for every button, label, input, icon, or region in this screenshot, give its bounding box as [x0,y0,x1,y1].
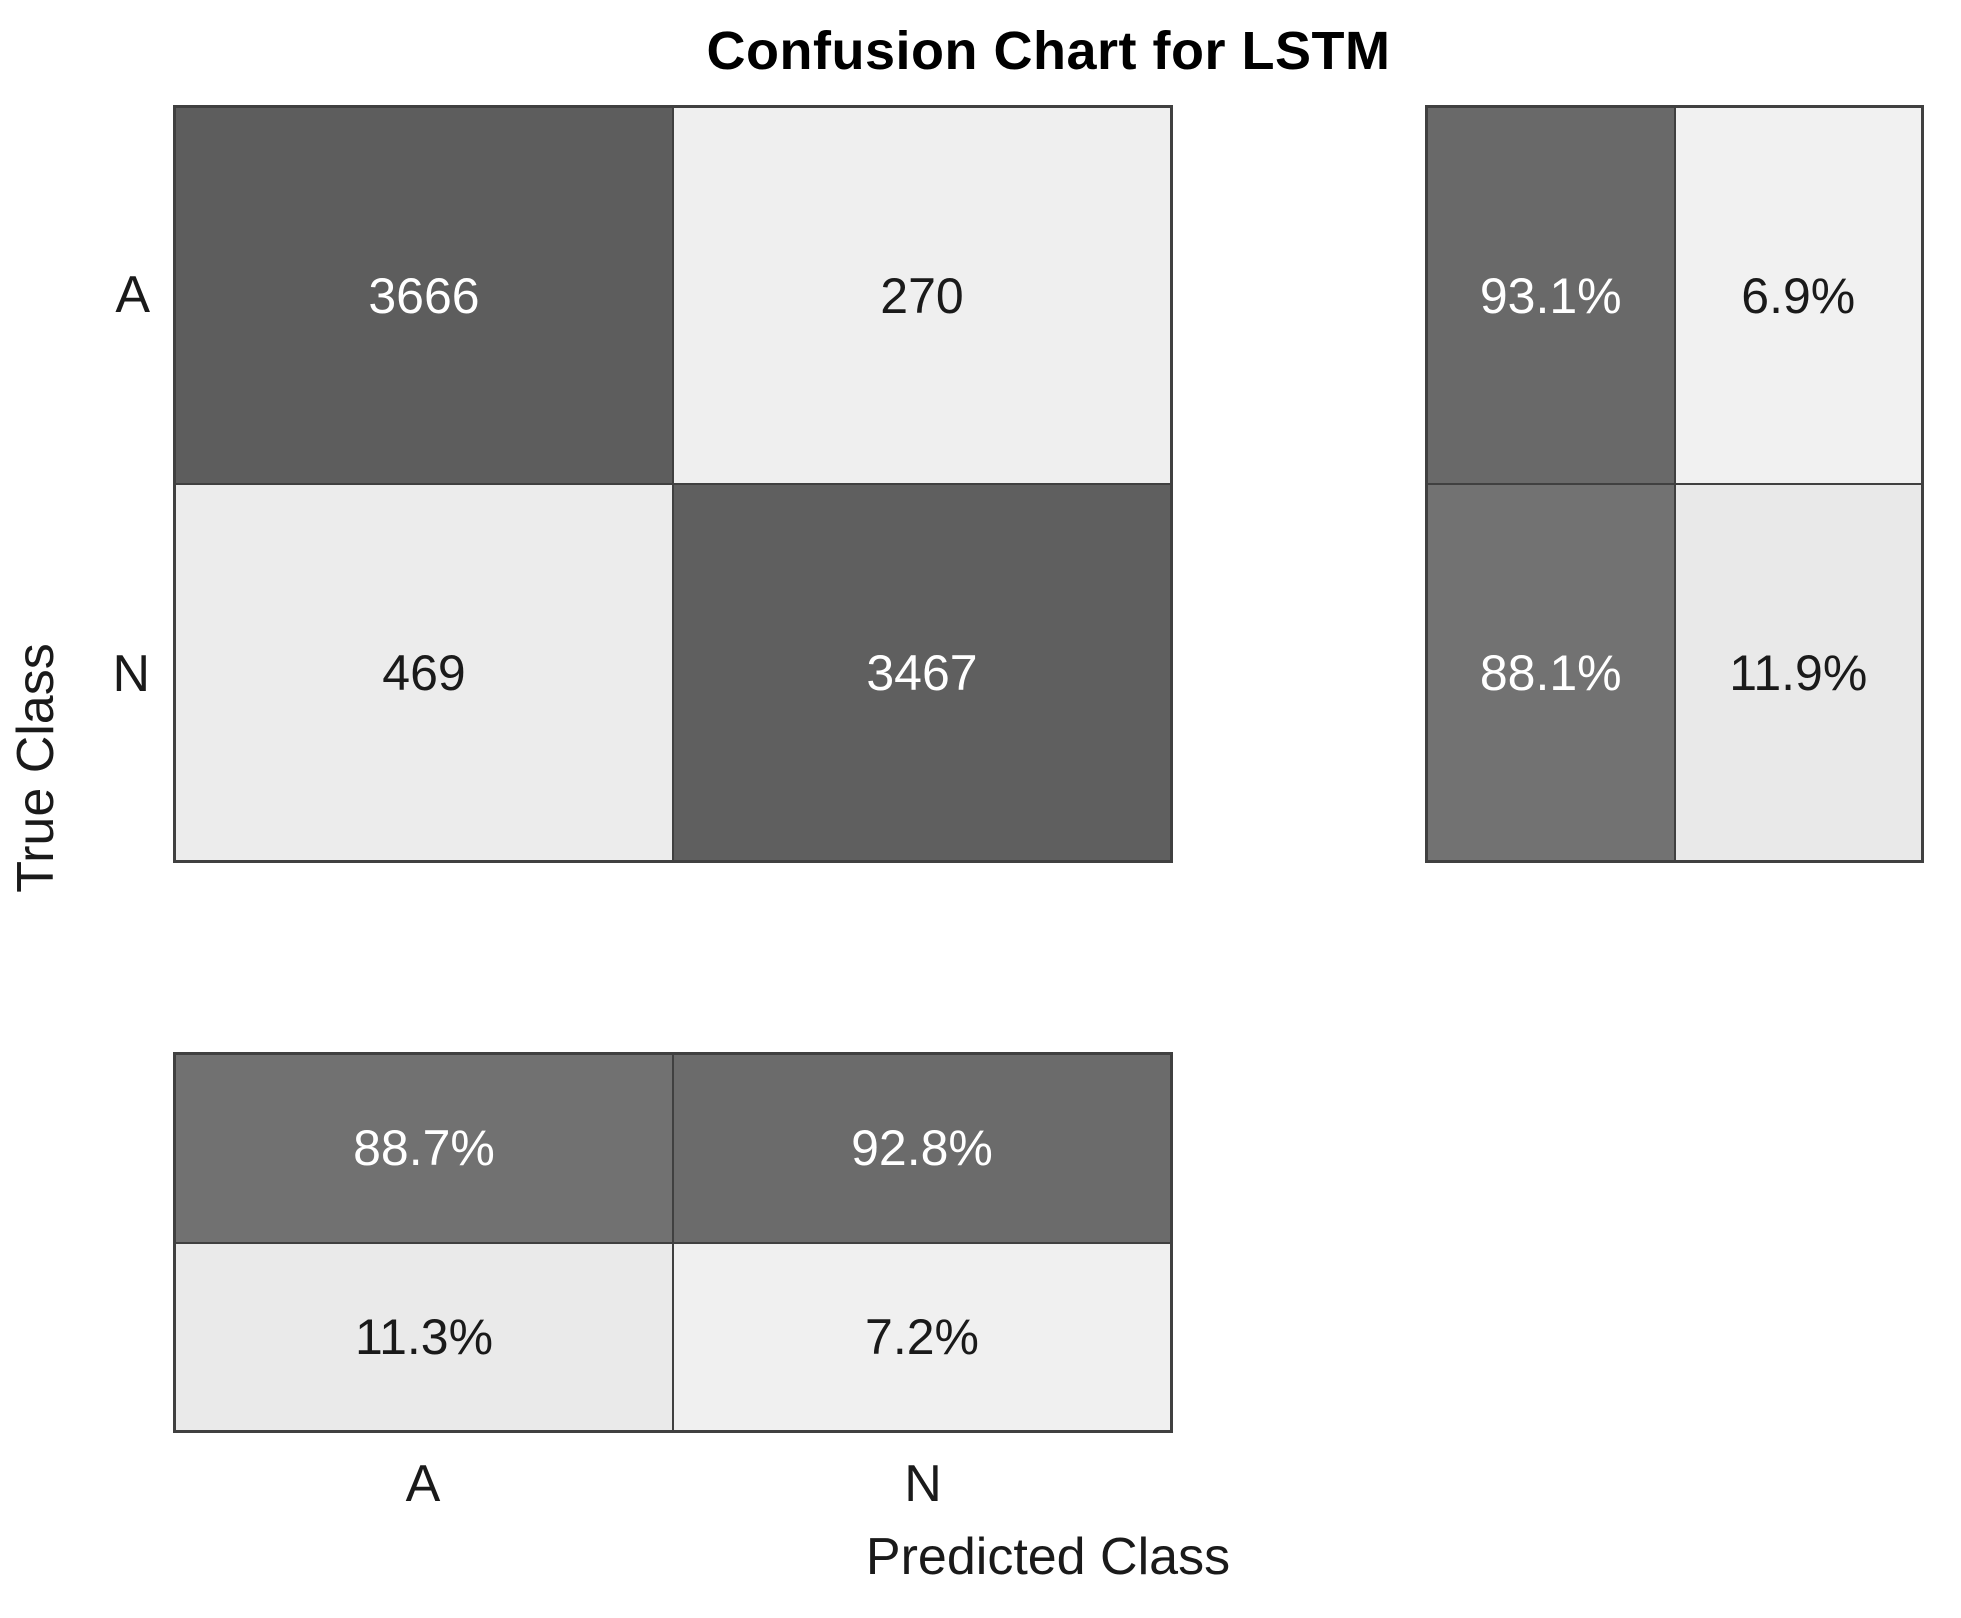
column-summary-matrix: 88.7% 92.8% 11.3% 7.2% [173,1052,1173,1433]
x-axis-label: Predicted Class [865,1528,1231,1586]
confusion-cell-true-a-pred-n: 270 [673,107,1171,484]
column-summary-cell-pred-n-correct: 92.8% [673,1054,1171,1243]
row-summary-cell-true-a-incorrect: 6.9% [1674,107,1922,484]
row-summary-cell-true-n-correct: 88.1% [1427,484,1675,861]
row-summary-cell-true-a-correct: 93.1% [1427,107,1675,484]
x-tick-n: N [904,1455,942,1513]
column-summary-cell-pred-n-incorrect: 7.2% [673,1242,1171,1431]
column-summary-cell-pred-a-correct: 88.7% [175,1054,673,1243]
confusion-cell-true-a-pred-a: 3666 [175,107,673,484]
row-summary-matrix: 93.1% 6.9% 88.1% 11.9% [1425,105,1924,863]
main-confusion-matrix: 3666 270 469 3467 [173,105,1173,863]
confusion-cell-true-n-pred-n: 3467 [673,484,1171,861]
x-tick-a: A [405,1455,441,1513]
row-summary-cell-true-n-incorrect: 11.9% [1674,484,1922,861]
column-summary-cell-pred-a-incorrect: 11.3% [175,1242,673,1431]
y-axis-label: True Class [7,643,65,893]
y-tick-a: A [115,266,150,324]
chart-title: Confusion Chart for LSTM [706,21,1391,81]
confusion-cell-true-n-pred-a: 469 [175,484,673,861]
y-tick-n: N [112,645,150,703]
